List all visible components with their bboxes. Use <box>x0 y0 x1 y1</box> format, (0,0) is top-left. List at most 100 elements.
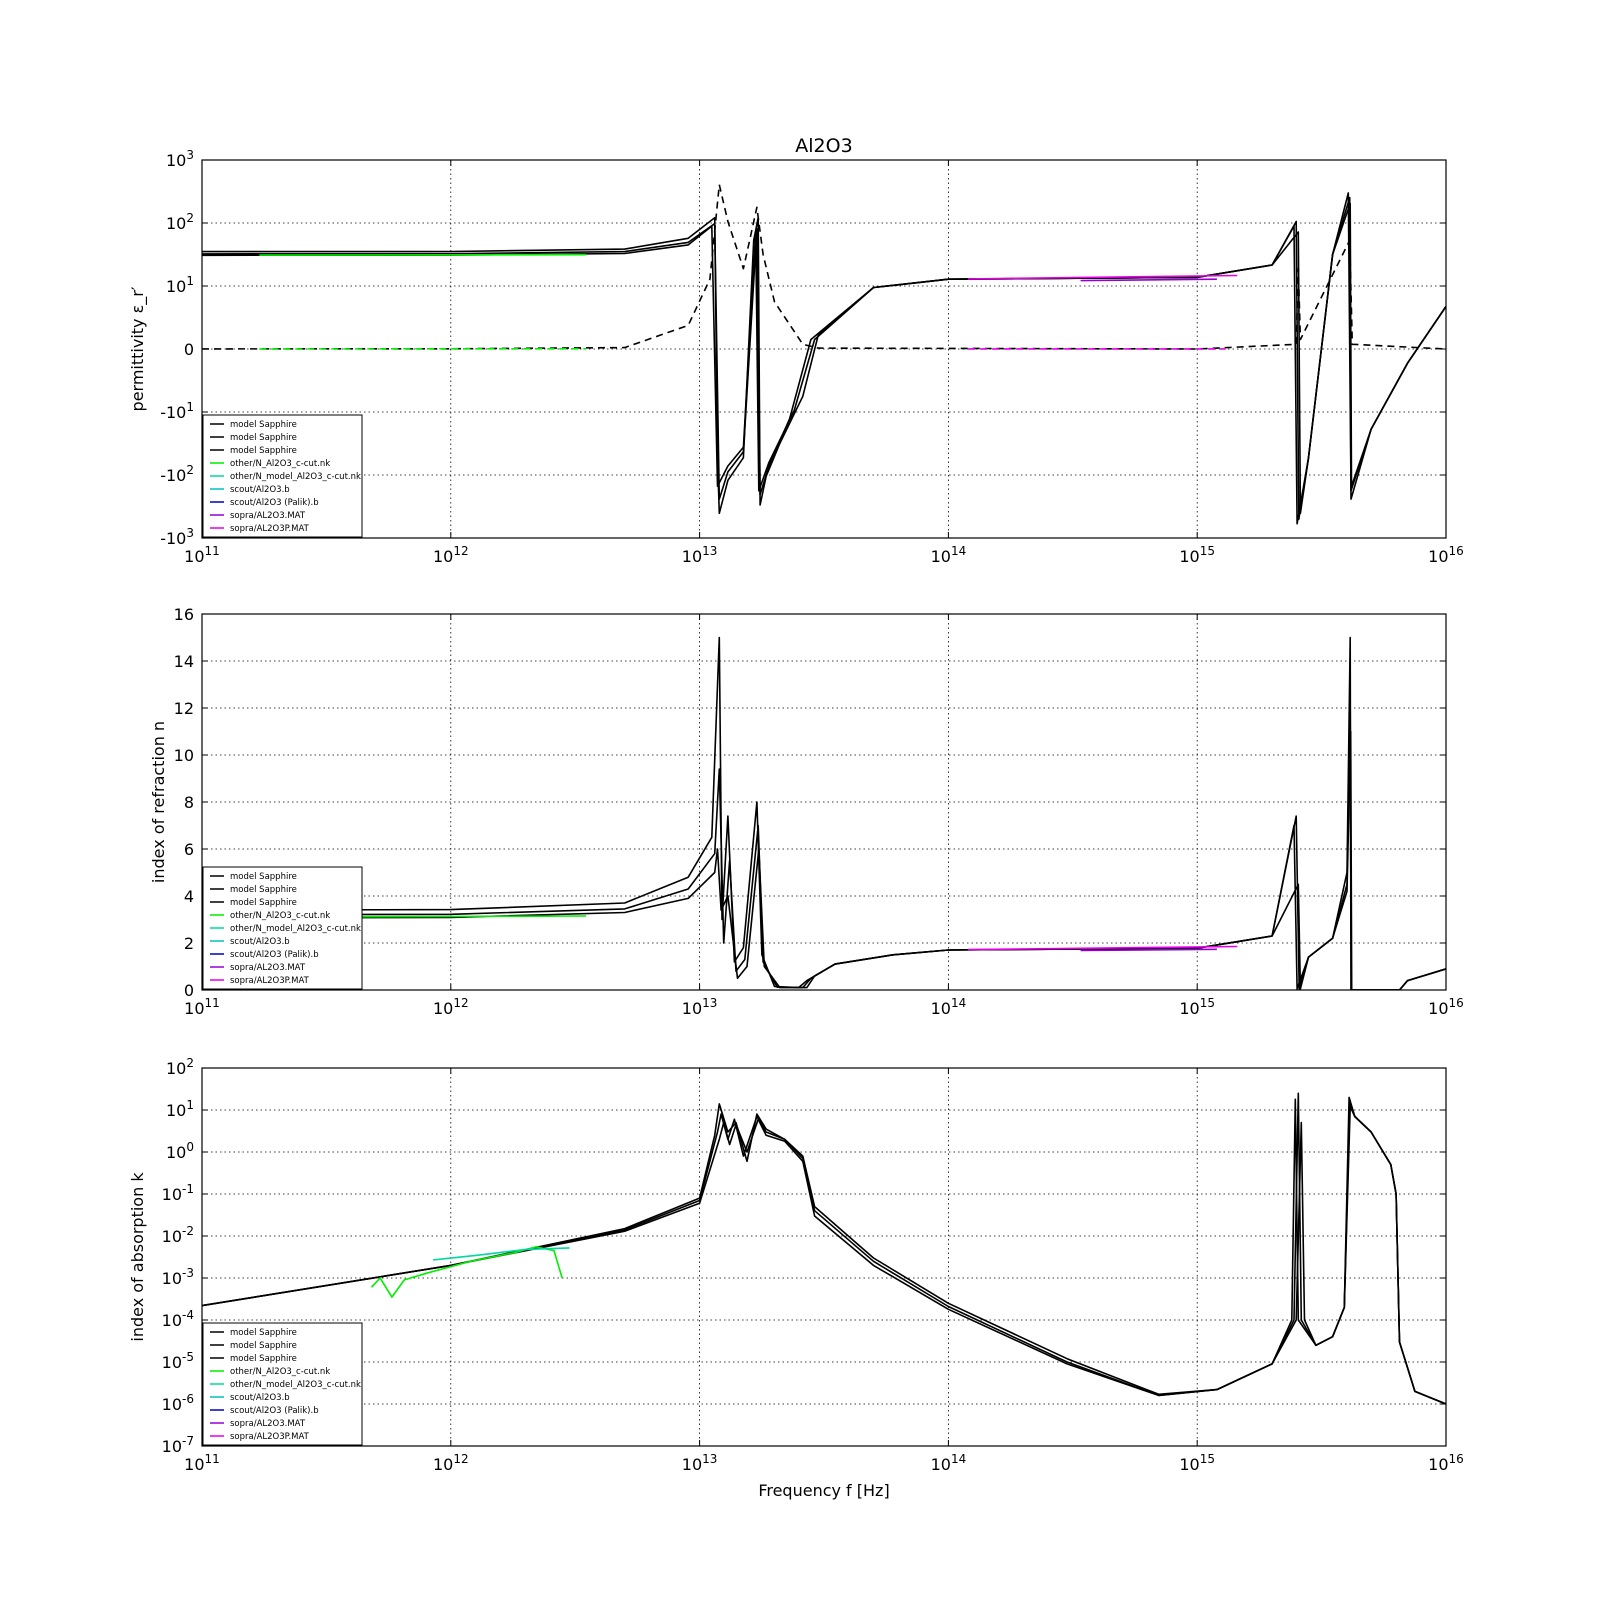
plot-frame <box>201 613 1447 991</box>
y-axis-label: index of refraction n <box>149 721 168 883</box>
panel-3: 1011 1012 1013 1014 1015 1016 10-7 10-6 10-5 10-4… <box>128 1056 1464 1500</box>
series-line <box>202 202 1446 515</box>
legend: model Sapphire model Sapphire model Sapphi… <box>202 866 363 990</box>
legend-label: model Sapphire <box>230 446 297 456</box>
y-tick-label: 10-4 <box>162 1308 194 1330</box>
legend-label: model Sapphire <box>230 1328 297 1338</box>
panel-1: 1011 1012 1013 1014 1015 1016 103 102 101 0 -101 -1… <box>128 135 1464 566</box>
legend-label: sopra/AL2O3.MAT <box>230 1419 306 1429</box>
y-tick-label: 0 <box>184 981 194 1000</box>
series-line <box>202 1105 1446 1405</box>
legend-label: other/N_Al2O3_c-cut.nk <box>230 911 330 921</box>
series-group <box>202 183 1446 525</box>
series-line <box>433 1247 570 1261</box>
y-tick-label: 4 <box>184 887 194 906</box>
y-tick-label: 10-6 <box>162 1392 194 1414</box>
y-tick-label: -101 <box>160 400 194 422</box>
y-tick-label: 102 <box>166 211 194 233</box>
series-line <box>1080 278 1217 282</box>
x-tick-label: 1012 <box>433 544 469 566</box>
y-tick-label: 10-5 <box>162 1350 194 1372</box>
legend-label: scout/Al2O3.b <box>230 485 290 495</box>
x-tick-label: 1011 <box>184 1452 220 1474</box>
x-axis-label: Frequency f [Hz] <box>758 1481 889 1500</box>
legend-label: other/N_Al2O3_c-cut.nk <box>230 459 330 469</box>
legend-box <box>202 414 363 538</box>
legend-label: sopra/AL2O3P.MAT <box>230 976 310 986</box>
x-tick-label: 1015 <box>1179 996 1215 1018</box>
y-tick-label: 8 <box>184 793 194 812</box>
x-tick-label: 1016 <box>1428 1452 1464 1474</box>
plot-frame <box>201 1067 1447 1447</box>
y-tick-label: 2 <box>184 934 194 953</box>
y-tick-label: 14 <box>174 652 194 671</box>
legend: model Sapphire model Sapphire model Sapphi… <box>202 414 363 538</box>
y-tick-label: -102 <box>160 463 194 485</box>
y-tick-label: 10-1 <box>162 1182 194 1204</box>
legend-label: model Sapphire <box>230 898 297 908</box>
legend-label: model Sapphire <box>230 433 297 443</box>
y-tick-label: 6 <box>184 840 194 859</box>
series-line <box>202 183 1446 350</box>
y-tick-label: 101 <box>166 274 194 296</box>
x-tick-label: 1014 <box>931 996 967 1018</box>
legend: model Sapphire model Sapphire model Sapphi… <box>202 1322 363 1446</box>
legend-label: model Sapphire <box>230 885 297 895</box>
x-tick-label: 1012 <box>433 1452 469 1474</box>
panel-2: 1011 1012 1013 1014 1015 10160246810121416ind… <box>149 605 1464 1018</box>
series-line <box>968 274 1238 280</box>
x-tick-label: 1015 <box>1179 544 1215 566</box>
series-line <box>202 196 1446 520</box>
legend-label: sopra/AL2O3.MAT <box>230 963 306 973</box>
legend-label: other/N_model_Al2O3_c-cut.nk <box>230 1380 361 1390</box>
y-tick-label: 101 <box>166 1098 194 1120</box>
y-tick-label: 10 <box>174 746 194 765</box>
x-tick-label: 1014 <box>931 544 967 566</box>
x-tick-label: 1016 <box>1428 544 1464 566</box>
legend-label: model Sapphire <box>230 1341 297 1351</box>
y-tick-label: 10-7 <box>162 1434 194 1456</box>
legend-label: other/N_Al2O3_c-cut.nk <box>230 1367 330 1377</box>
y-axis-label: index of absorption k <box>128 1172 147 1342</box>
legend-label: scout/Al2O3 (Palik).b <box>230 498 319 508</box>
legend-label: scout/Al2O3.b <box>230 937 290 947</box>
x-tick-label: 1013 <box>682 544 718 566</box>
legend-box <box>202 866 363 990</box>
legend-label: scout/Al2O3.b <box>230 1393 290 1403</box>
chart-title: Al2O3 <box>795 135 852 157</box>
legend-label: sopra/AL2O3P.MAT <box>230 1432 310 1442</box>
y-tick-label: 12 <box>174 699 194 718</box>
legend-label: model Sapphire <box>230 420 297 430</box>
legend-box <box>202 1322 363 1446</box>
series-group <box>202 636 1446 990</box>
legend-label: sopra/AL2O3.MAT <box>230 511 306 521</box>
x-tick-label: 1013 <box>682 996 718 1018</box>
legend-label: scout/Al2O3 (Palik).b <box>230 950 319 960</box>
y-tick-label: 100 <box>166 1140 194 1162</box>
x-tick-label: 1016 <box>1428 996 1464 1018</box>
x-tick-label: 1013 <box>682 1452 718 1474</box>
legend-label: scout/Al2O3 (Palik).b <box>230 1406 319 1416</box>
y-tick-label: 10-3 <box>162 1266 194 1288</box>
y-tick-label: -103 <box>160 526 194 548</box>
x-tick-label: 1015 <box>1179 1452 1215 1474</box>
y-tick-label: 16 <box>174 605 194 624</box>
x-tick-label: 1014 <box>931 1452 967 1474</box>
series-line <box>1080 948 1217 952</box>
series-line <box>968 945 1238 951</box>
series-line <box>202 730 1446 990</box>
y-tick-label: 103 <box>166 148 194 170</box>
x-tick-label: 1012 <box>433 996 469 1018</box>
y-axis-label: permittivity ε_r′ <box>128 286 148 411</box>
x-tick-label: 1011 <box>184 544 220 566</box>
y-tick-label: 10-2 <box>162 1224 194 1246</box>
y-tick-label: 102 <box>166 1056 194 1078</box>
legend-label: other/N_model_Al2O3_c-cut.nk <box>230 472 361 482</box>
legend-label: model Sapphire <box>230 1354 297 1364</box>
legend-label: model Sapphire <box>230 872 297 882</box>
legend-label: other/N_model_Al2O3_c-cut.nk <box>230 924 361 934</box>
x-tick-label: 1011 <box>184 996 220 1018</box>
series-group <box>202 1092 1446 1405</box>
y-tick-label: 0 <box>184 340 194 359</box>
